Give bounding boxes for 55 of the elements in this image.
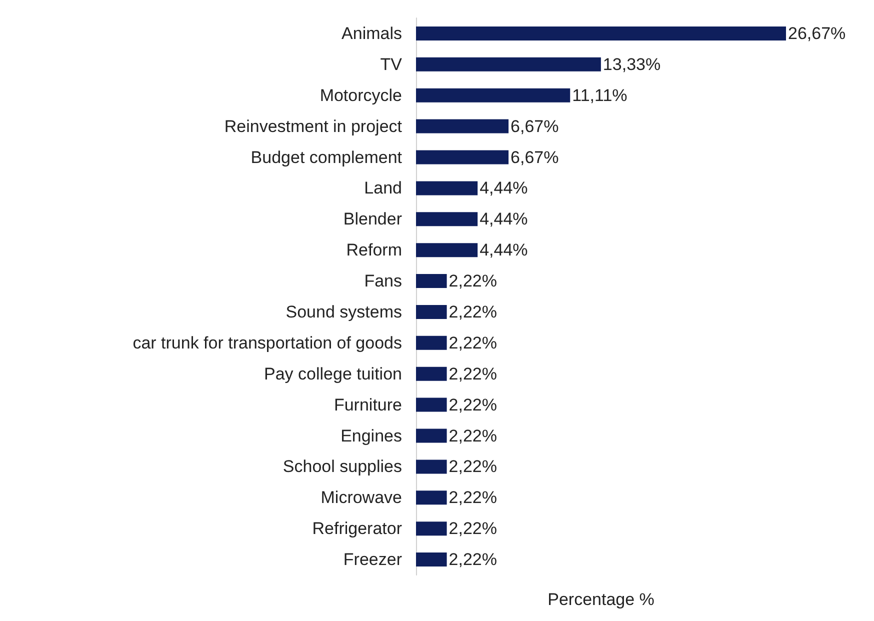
bar — [416, 57, 601, 72]
bar — [416, 366, 447, 381]
bar — [416, 336, 447, 350]
bar — [416, 428, 447, 443]
bar — [416, 119, 509, 134]
data-label: 4,44% — [480, 178, 528, 198]
bar — [416, 490, 447, 505]
y-tick-label: Engines — [340, 426, 402, 446]
y-tick-label: Furniture — [334, 395, 402, 414]
bar — [416, 398, 447, 412]
data-label: 2,22% — [448, 550, 497, 570]
data-label: 2,22% — [448, 333, 497, 352]
bar — [416, 212, 478, 226]
bar — [416, 460, 447, 474]
data-label: 2,22% — [448, 302, 497, 322]
data-label: 26,67% — [788, 24, 846, 43]
x-axis-title: Percentage % — [548, 590, 654, 609]
data-label: 2,22% — [448, 364, 497, 384]
y-tick-label: Sound systems — [286, 302, 402, 322]
bar — [416, 150, 509, 164]
data-label: 2,22% — [448, 519, 497, 538]
y-tick-label: TV — [380, 54, 403, 74]
y-tick-label: School supplies — [282, 457, 402, 476]
y-tick-label: Fans — [364, 272, 402, 291]
data-label: 6,67% — [510, 116, 559, 136]
y-tick-label: Reinvestment in project — [224, 116, 402, 136]
data-label: 4,44% — [480, 210, 528, 229]
bar — [416, 304, 447, 319]
data-label: 2,22% — [448, 457, 497, 476]
bar — [416, 26, 786, 40]
y-tick-label: Animals — [342, 24, 402, 43]
data-label: 2,22% — [448, 395, 497, 414]
bar — [416, 88, 570, 102]
y-tick-label: Motorcycle — [320, 86, 402, 105]
y-tick-label: Pay college tuition — [264, 364, 402, 384]
data-label: 2,22% — [448, 272, 497, 291]
y-tick-label: Budget complement — [250, 148, 402, 167]
y-tick-label: Freezer — [343, 550, 402, 570]
y-tick-label: Refrigerator — [312, 519, 402, 538]
data-label: 4,44% — [480, 240, 528, 260]
data-label: 2,22% — [448, 488, 497, 508]
y-tick-label: Land — [364, 178, 402, 198]
data-label: 6,67% — [510, 148, 559, 167]
y-tick-label: Reform — [346, 240, 402, 260]
bar — [416, 552, 447, 567]
data-label: 2,22% — [448, 426, 497, 446]
y-tick-label: Blender — [343, 210, 402, 229]
y-tick-label: Microwave — [320, 488, 402, 508]
bar — [416, 243, 478, 258]
data-label: 11,11% — [572, 86, 628, 105]
bar — [416, 274, 447, 288]
y-tick-label: car trunk for transportation of goods — [132, 333, 402, 352]
bar — [416, 181, 478, 196]
bar — [416, 522, 447, 536]
data-label: 13,33% — [602, 54, 661, 74]
